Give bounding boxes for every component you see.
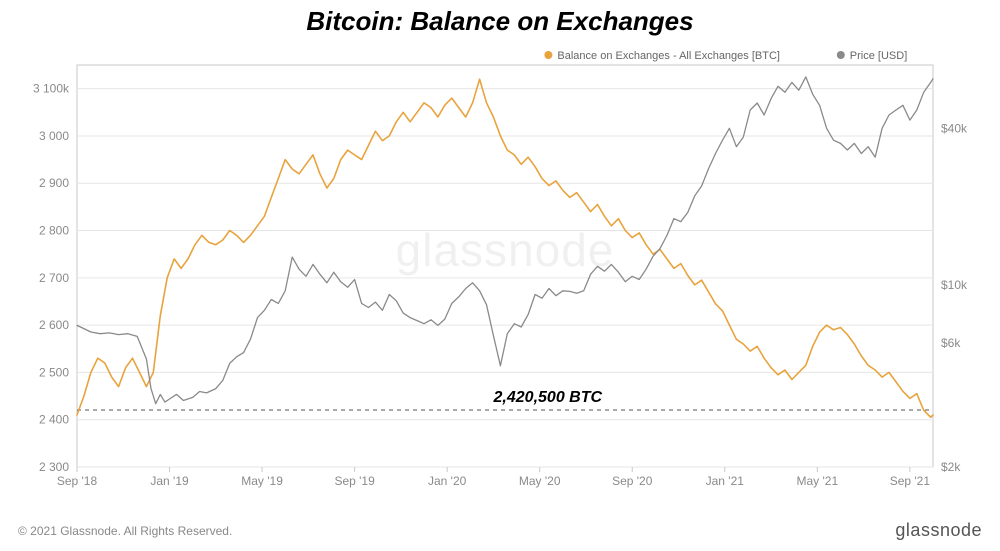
svg-text:2 800: 2 800 [39, 224, 69, 238]
svg-text:2 900: 2 900 [39, 176, 69, 190]
svg-text:3 000: 3 000 [39, 129, 69, 143]
svg-text:May '20: May '20 [519, 474, 561, 488]
brand-logo: glassnode [895, 520, 982, 541]
svg-text:2 500: 2 500 [39, 365, 69, 379]
svg-text:Sep '21: Sep '21 [890, 474, 931, 488]
svg-text:2 700: 2 700 [39, 271, 69, 285]
svg-text:Jan '19: Jan '19 [150, 474, 189, 488]
svg-text:May '21: May '21 [796, 474, 838, 488]
chart-container: 2 300 2 400 2 500 2 600 2 700 2 800 2 900 3 000… [15, 41, 985, 501]
svg-text:$6k: $6k [941, 336, 961, 350]
svg-text:Sep '19: Sep '19 [334, 474, 375, 488]
svg-text:2,420,500 BTC: 2,420,500 BTC [493, 389, 603, 406]
svg-text:Balance on Exchanges - All Exc: Balance on Exchanges - All Exchanges [BT… [557, 50, 780, 62]
svg-text:$40k: $40k [941, 121, 968, 135]
footer: © 2021 Glassnode. All Rights Reserved. g… [18, 520, 982, 541]
svg-text:Jan '20: Jan '20 [428, 474, 467, 488]
svg-text:glassnode: glassnode [396, 224, 615, 276]
svg-text:$10k: $10k [941, 278, 968, 292]
svg-text:Sep '20: Sep '20 [612, 474, 653, 488]
svg-text:2 400: 2 400 [39, 413, 69, 427]
copyright-text: © 2021 Glassnode. All Rights Reserved. [18, 524, 232, 538]
svg-text:2 600: 2 600 [39, 318, 69, 332]
svg-text:2 300: 2 300 [39, 460, 69, 474]
chart-title: Bitcoin: Balance on Exchanges [0, 6, 1000, 37]
svg-text:Sep '18: Sep '18 [57, 474, 98, 488]
chart-svg: 2 300 2 400 2 500 2 600 2 700 2 800 2 900 3 000… [15, 41, 985, 501]
svg-text:Price [USD]: Price [USD] [850, 50, 907, 62]
svg-text:3 100k: 3 100k [33, 82, 70, 96]
svg-text:Jan '21: Jan '21 [706, 474, 745, 488]
svg-text:May '19: May '19 [241, 474, 283, 488]
svg-text:$2k: $2k [941, 460, 961, 474]
